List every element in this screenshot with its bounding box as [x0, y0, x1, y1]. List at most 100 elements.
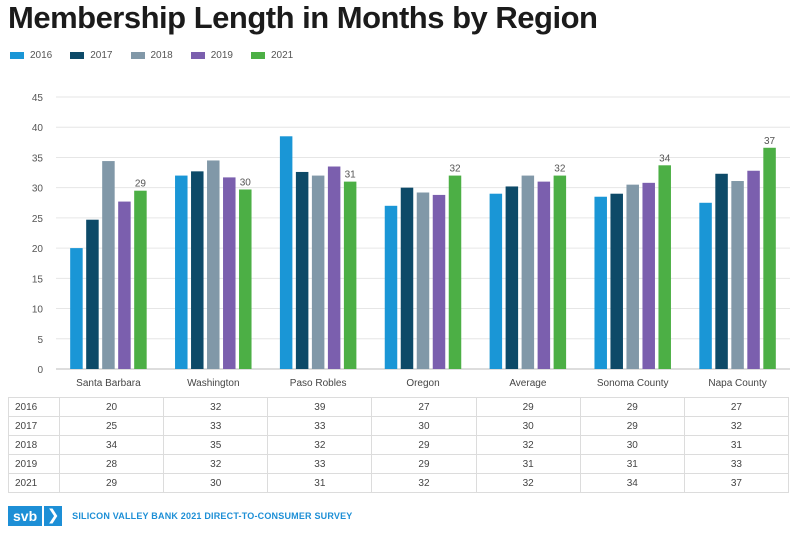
table-cell: 31 [683, 435, 790, 455]
table-cell: 29 [58, 473, 165, 493]
table-cell: 28 [58, 454, 165, 474]
table-cell: 29 [371, 454, 477, 474]
bar [715, 173, 728, 369]
y-tick-label: 30 [32, 184, 44, 195]
bar [610, 193, 623, 369]
data-label: 30 [240, 177, 252, 188]
data-table: 2016 20 32 39 27 29 29 27 2017 25 33 33 30 30 29 32 2018… [8, 397, 790, 493]
legend-swatch [251, 52, 265, 59]
bar [521, 175, 535, 369]
bar [731, 181, 744, 369]
bar [279, 136, 293, 369]
row-header: 2019 [8, 454, 60, 474]
x-tick-label: Santa Barbara [76, 378, 141, 389]
bar [763, 147, 776, 369]
bar [70, 248, 83, 369]
table-cell: 30 [579, 435, 685, 455]
row-header: 2017 [8, 416, 60, 436]
x-tick-label: Average [509, 378, 547, 389]
table-cell: 27 [683, 397, 790, 417]
table-cell: 33 [683, 454, 790, 474]
table-cell: 29 [371, 435, 477, 455]
table-cell: 31 [475, 454, 581, 474]
bar [311, 175, 325, 369]
bar-chart: 0 5 10 15 20 25 30 35 40 45 29 Santa Barbara 30 Washi… [32, 93, 790, 389]
source-note: SILICON VALLEY BANK 2021 DIRECT-TO-CONSU… [72, 511, 353, 521]
bar [626, 184, 639, 369]
bar [118, 201, 131, 369]
bar [191, 171, 204, 369]
table-cell: 39 [267, 397, 373, 417]
legend-label: 2017 [90, 50, 113, 61]
table-cell: 33 [163, 416, 269, 436]
y-tick-label: 40 [32, 123, 44, 134]
data-label: 37 [764, 136, 776, 147]
legend-item: 2018 [130, 50, 173, 61]
legend-label: 2018 [150, 50, 173, 61]
table-row: 2018 34 35 32 29 32 30 31 [8, 435, 790, 455]
table-cell: 32 [371, 473, 477, 493]
y-tick-label: 0 [37, 365, 43, 376]
legend-swatch [70, 52, 85, 59]
y-tick-label: 35 [32, 153, 44, 164]
y-tick-label: 20 [32, 244, 44, 255]
table-cell: 30 [475, 416, 581, 436]
legend-swatch [190, 52, 205, 59]
table-cell: 32 [163, 397, 269, 417]
table-cell: 29 [579, 397, 685, 417]
bar [747, 170, 760, 369]
bar [207, 160, 220, 369]
row-header: 2016 [8, 397, 60, 417]
x-tick-label: Washington [187, 378, 239, 389]
legend-label: 2016 [30, 50, 53, 61]
legend-swatch [10, 52, 24, 59]
bar [400, 187, 414, 369]
table-cell: 37 [683, 473, 790, 493]
bar [416, 192, 430, 369]
bar [295, 171, 309, 369]
y-tick-label: 15 [32, 274, 44, 285]
chart-title: Membership Length in Months by Region [8, 0, 598, 35]
legend-label: 2019 [210, 50, 233, 61]
table-row: 2021 29 30 31 32 32 34 37 [8, 473, 790, 493]
data-label: 31 [345, 170, 357, 181]
table-row: 2019 28 32 33 29 31 31 33 [8, 454, 790, 474]
table-cell: 33 [267, 416, 373, 436]
table-cell: 30 [371, 416, 477, 436]
row-header: 2021 [8, 473, 60, 493]
legend-label: 2021 [271, 50, 294, 61]
table-cell: 32 [475, 435, 581, 455]
y-tick-label: 25 [32, 214, 44, 225]
table-cell: 34 [579, 473, 685, 493]
bar [537, 181, 551, 369]
table-cell: 30 [163, 473, 269, 493]
table-cell: 20 [58, 397, 165, 417]
svb-logo: svb ❯ [8, 506, 63, 526]
table-cell: 31 [267, 473, 373, 493]
bar [384, 205, 398, 369]
table-cell: 35 [163, 435, 269, 455]
logo-text: svb [8, 506, 43, 526]
x-tick-label: Sonoma County [597, 378, 669, 389]
bar [343, 181, 357, 369]
table-cell: 34 [58, 435, 165, 455]
table-cell: 27 [371, 397, 477, 417]
legend-item: 2016 [10, 50, 52, 61]
bar [432, 194, 446, 369]
table-cell: 31 [579, 454, 685, 474]
bar [86, 219, 99, 369]
table-cell: 32 [267, 435, 373, 455]
chart-legend: 2016 2017 2018 2019 2021 [10, 50, 293, 61]
bar [505, 186, 519, 369]
table-row: 2016 20 32 39 27 29 29 27 [8, 397, 790, 417]
bar [594, 196, 607, 369]
x-tick-label: Oregon [406, 378, 439, 389]
table-cell: 29 [475, 397, 581, 417]
bar [642, 182, 655, 369]
table-cell: 29 [579, 416, 685, 436]
table-row: 2017 25 33 33 30 30 29 32 [8, 416, 790, 436]
table-cell: 32 [475, 473, 581, 493]
bar [223, 177, 236, 369]
bar [134, 190, 147, 369]
bar [102, 161, 115, 369]
